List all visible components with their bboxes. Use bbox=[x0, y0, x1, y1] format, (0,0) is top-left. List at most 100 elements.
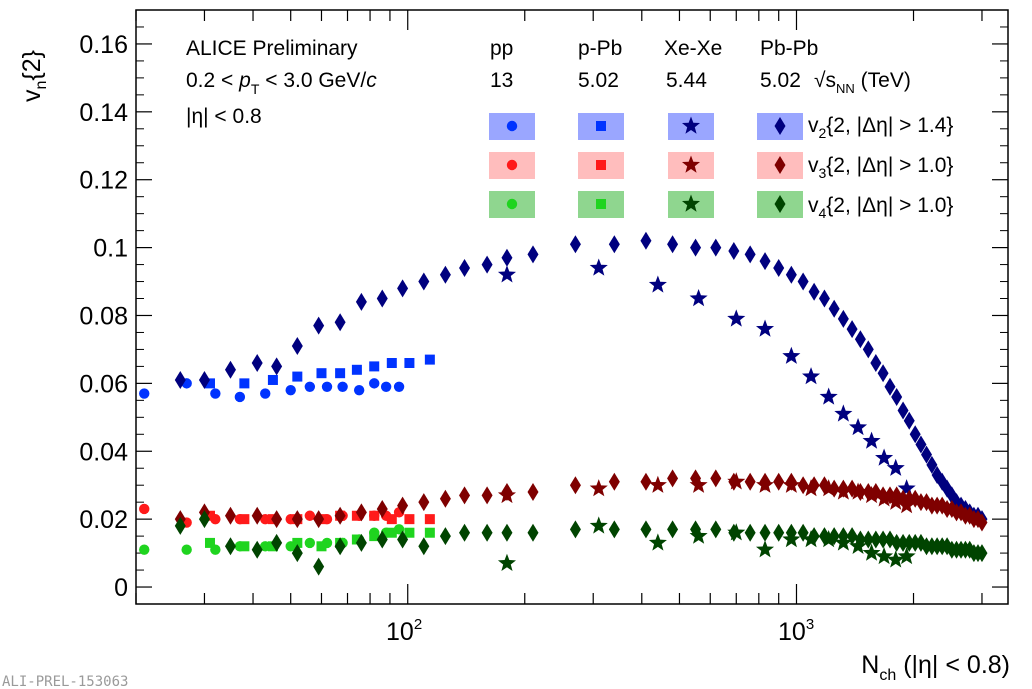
data-point bbox=[976, 513, 988, 532]
data-point bbox=[439, 527, 451, 546]
data-point bbox=[854, 482, 866, 501]
legend-marker bbox=[506, 198, 518, 210]
data-point bbox=[849, 418, 868, 436]
data-point bbox=[527, 245, 539, 264]
data-point bbox=[640, 472, 652, 491]
data-point bbox=[667, 235, 679, 254]
y-axis-label: vn{2} bbox=[18, 50, 50, 102]
data-point bbox=[648, 533, 667, 551]
series-xe-xe-v4 bbox=[497, 516, 916, 571]
data-point bbox=[369, 510, 380, 521]
data-point bbox=[589, 258, 608, 276]
data-point bbox=[846, 479, 858, 498]
data-point bbox=[569, 476, 581, 495]
data-point bbox=[418, 272, 430, 291]
data-point bbox=[759, 523, 771, 542]
data-point bbox=[648, 475, 667, 493]
data-point bbox=[334, 506, 346, 525]
data-point bbox=[355, 533, 367, 552]
x-tick-label-1e2: 102 bbox=[386, 616, 422, 646]
data-point bbox=[837, 527, 849, 546]
data-point bbox=[755, 540, 775, 558]
data-point bbox=[224, 360, 236, 379]
data-point bbox=[862, 431, 881, 449]
data-point bbox=[884, 486, 896, 505]
data-point bbox=[198, 370, 210, 389]
legend-marker bbox=[681, 194, 701, 212]
data-point bbox=[251, 540, 263, 559]
data-point bbox=[886, 550, 905, 568]
data-point bbox=[640, 520, 652, 539]
data-point bbox=[667, 469, 679, 488]
data-point bbox=[139, 503, 150, 515]
data-point bbox=[497, 553, 516, 571]
data-point bbox=[727, 309, 746, 327]
data-point bbox=[481, 523, 493, 542]
data-point bbox=[690, 238, 702, 257]
data-point bbox=[210, 388, 221, 399]
data-point bbox=[870, 530, 882, 549]
data-point bbox=[174, 370, 186, 389]
data-point bbox=[744, 523, 756, 542]
data-point bbox=[292, 371, 303, 382]
eta-range-label: |η| < 0.8 bbox=[186, 105, 262, 128]
data-point bbox=[862, 340, 874, 359]
legend-row-v3: v3{2, |Δη| > 1.0} bbox=[808, 154, 953, 181]
data-point bbox=[321, 381, 333, 392]
data-point bbox=[891, 533, 903, 552]
data-point bbox=[501, 482, 513, 501]
data-point bbox=[459, 258, 471, 277]
series-pb-pb-v4 bbox=[174, 510, 988, 576]
data-point bbox=[818, 476, 830, 495]
data-points bbox=[139, 231, 988, 576]
data-point bbox=[260, 541, 271, 552]
series-p-pb-v2 bbox=[204, 354, 435, 389]
data-point bbox=[828, 527, 840, 546]
legend-marker bbox=[506, 159, 518, 171]
y-tick-label: 0.16 bbox=[79, 31, 128, 59]
data-point bbox=[369, 361, 380, 372]
data-point bbox=[903, 489, 915, 508]
legend-energy-pbpb: 5.02 bbox=[760, 69, 801, 92]
data-point bbox=[260, 513, 271, 525]
data-point bbox=[849, 536, 868, 554]
data-point bbox=[897, 546, 916, 565]
legend-energy-ppb: 5.02 bbox=[578, 69, 619, 92]
data-point bbox=[355, 292, 367, 311]
data-point bbox=[862, 530, 874, 549]
data-point bbox=[424, 527, 435, 538]
data-point bbox=[818, 527, 830, 546]
data-point bbox=[397, 279, 409, 298]
data-point bbox=[802, 367, 821, 385]
data-point bbox=[897, 479, 916, 497]
data-point bbox=[589, 479, 608, 497]
data-point bbox=[386, 514, 397, 525]
data-point bbox=[285, 384, 296, 396]
x-tick-label-1e3: 103 bbox=[778, 616, 814, 646]
data-point bbox=[271, 533, 283, 552]
data-point bbox=[728, 472, 740, 491]
data-point bbox=[744, 245, 756, 264]
data-point bbox=[608, 235, 620, 254]
data-point bbox=[334, 537, 346, 556]
data-point bbox=[819, 387, 838, 405]
data-point bbox=[819, 479, 838, 497]
pt-range-label: 0.2 < pT < 3.0 GeV/c bbox=[186, 69, 377, 97]
experiment-label: ALICE Preliminary bbox=[186, 37, 358, 60]
data-point bbox=[884, 377, 896, 396]
data-point bbox=[334, 313, 346, 332]
data-point bbox=[397, 530, 409, 549]
data-point bbox=[808, 476, 820, 495]
plot-frame bbox=[135, 9, 1009, 605]
data-point bbox=[897, 401, 909, 420]
data-point bbox=[386, 358, 397, 369]
data-point bbox=[291, 544, 303, 563]
legend-system-pbpb: Pb-Pb bbox=[760, 37, 818, 60]
data-point bbox=[351, 510, 362, 521]
data-point bbox=[828, 479, 840, 498]
legend-energy-pp: 13 bbox=[490, 69, 513, 92]
data-point bbox=[785, 523, 797, 542]
data-point bbox=[797, 272, 809, 291]
data-point bbox=[773, 523, 785, 542]
data-point bbox=[797, 523, 809, 542]
